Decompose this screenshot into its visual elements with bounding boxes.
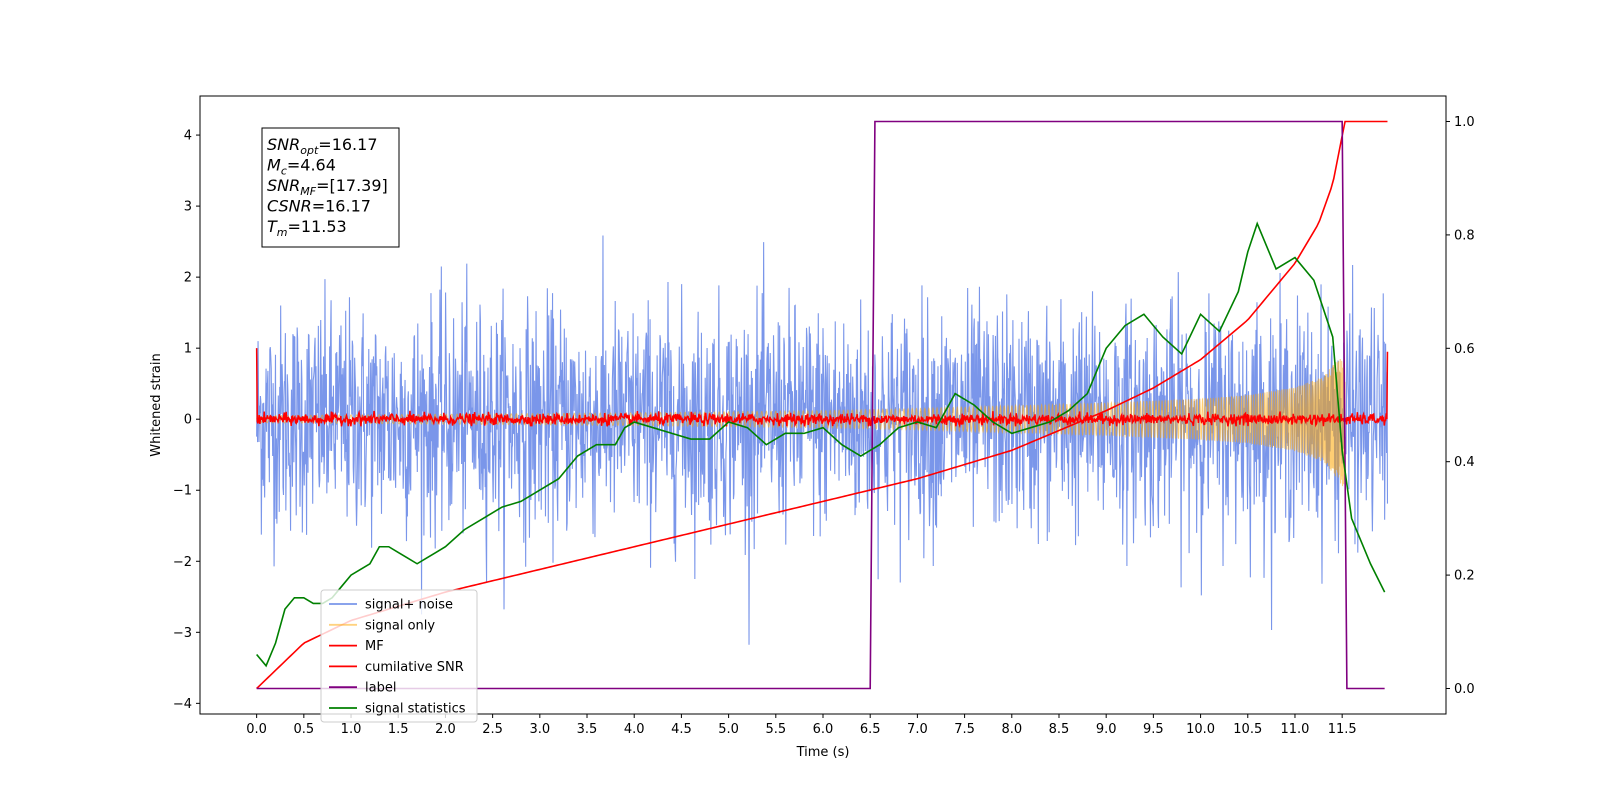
y-tick-label: −4 [173, 697, 192, 712]
annotation-line: Tm=11.53 [267, 217, 347, 239]
x-tick-label: 4.0 [624, 722, 645, 737]
x-tick-label: 6.0 [813, 722, 834, 737]
legend-label: cumilative SNR [365, 660, 464, 675]
x-tick-label: 1.5 [388, 722, 409, 737]
series-signal-statistics [256, 221, 1386, 668]
x-tick-label: 10.0 [1186, 722, 1215, 737]
legend: signal+ noise signal only MF cumilative SNR… [320, 589, 478, 723]
ticks-layer: 0.0 0.5 1.0 1.5 2.0 2.5 3.0 3.5 4.0 4.5 5.0 5.5 6.0 6… [173, 115, 1475, 737]
y-tick-label: −2 [173, 555, 192, 570]
y2-tick-label: 0.6 [1454, 342, 1475, 357]
x-tick-label: 8.5 [1049, 722, 1070, 737]
y2-tick-label: 1.0 [1454, 115, 1475, 130]
annotation-line: SNRopt=16.17 [267, 135, 378, 157]
x-tick-label: 3.5 [577, 722, 598, 737]
series-signal-noise [256, 235, 1389, 645]
x-tick-label: 1.0 [341, 722, 362, 737]
x-tick-label: 9.5 [1143, 722, 1164, 737]
y-tick-label: 4 [184, 129, 192, 144]
x-tick-label: 7.0 [907, 722, 928, 737]
annotation-frame [261, 127, 400, 248]
x-tick-label: 7.5 [954, 722, 975, 737]
y2-tick-label: 0.0 [1454, 682, 1475, 697]
y-tick-label: 2 [184, 271, 192, 286]
y-tick-label: 0 [184, 413, 192, 428]
x-axis-label: Time (s) [796, 745, 850, 760]
series-signal-only [256, 352, 1346, 487]
x-tick-label: 11.5 [1328, 722, 1357, 737]
y-tick-label: −1 [173, 484, 192, 499]
y-tick-label: −3 [173, 626, 192, 641]
x-tick-label: 4.5 [671, 722, 692, 737]
x-tick-label: 2.5 [482, 722, 503, 737]
annotation-line: Mc=4.64 [267, 156, 336, 178]
x-tick-label: 0.5 [293, 722, 314, 737]
x-tick-label: 2.0 [435, 722, 456, 737]
x-tick-label: 6.5 [860, 722, 881, 737]
series-mf [255, 348, 1389, 429]
x-tick-label: 8.0 [1001, 722, 1022, 737]
legend-label: label [365, 681, 396, 696]
y-tick-label: 1 [184, 342, 192, 357]
x-tick-label: 10.5 [1233, 722, 1262, 737]
series-label [256, 120, 1385, 690]
y-tick-label: 3 [184, 200, 192, 215]
y2-tick-label: 0.8 [1454, 228, 1475, 243]
y2-tick-label: 0.2 [1454, 569, 1475, 584]
x-tick-label: 3.0 [529, 722, 550, 737]
x-tick-label: 11.0 [1280, 722, 1309, 737]
legend-label: signal only [365, 618, 435, 633]
legend-label: signal+ noise [365, 598, 453, 613]
annotation-line: CSNR=16.17 [267, 197, 371, 216]
x-tick-label: 5.0 [718, 722, 739, 737]
legend-frame [320, 589, 478, 723]
x-tick-label: 9.0 [1096, 722, 1117, 737]
annotation-line: SNRMF=[17.39] [267, 176, 388, 198]
y2-tick-label: 0.4 [1454, 455, 1475, 470]
x-tick-label: 5.5 [765, 722, 786, 737]
y-axis-label: Whitened strain [149, 353, 164, 456]
legend-label: signal statistics [365, 702, 466, 717]
stats-annotation-box: SNRopt=16.17Mc=4.64SNRMF=[17.39]CSNR=16.… [261, 127, 400, 248]
legend-label: MF [365, 639, 384, 654]
x-tick-label: 0.0 [246, 722, 267, 737]
